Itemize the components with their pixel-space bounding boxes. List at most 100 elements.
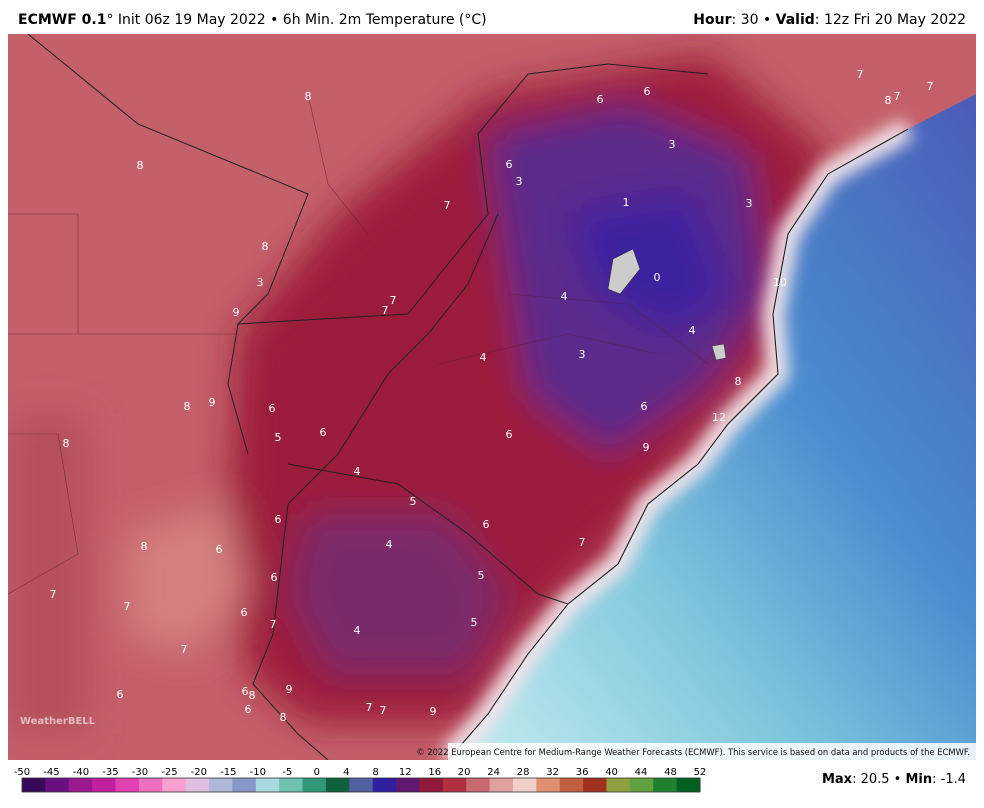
colorbar-tick-label: 44	[635, 767, 648, 778]
coastline	[447, 128, 909, 760]
map-label: 10	[773, 276, 787, 289]
map-label: 5	[471, 616, 478, 629]
admin-lines	[8, 93, 709, 595]
high-terrain	[607, 248, 641, 295]
colorbar-swatch	[279, 778, 304, 792]
colorbar-frame	[21, 777, 701, 793]
map-label: 7	[579, 536, 586, 549]
map-label: 9	[233, 306, 240, 319]
map-label: 4	[354, 624, 361, 637]
colorbar-swatch	[419, 778, 444, 792]
colorbar-swatch	[396, 778, 420, 792]
colorbar-swatch	[68, 778, 93, 792]
colorbar-tick-label: -10	[250, 767, 266, 778]
map-label: 6	[506, 158, 513, 171]
map-label: 8	[305, 90, 312, 103]
min-value: : -1.4	[932, 772, 966, 787]
header-left: ECMWF 0.1° Init 06z 19 May 2022 • 6h Min…	[18, 12, 487, 28]
map-label: 7	[444, 199, 451, 212]
max-value: : 20.5 •	[852, 772, 906, 787]
colorbar-swatch	[138, 778, 163, 792]
footer: -50 -45 -40 -35 -30 -25 -20 -15 -10 -5 0 4 8 12 16 20 24…	[0, 762, 984, 808]
map-label: 4	[354, 465, 361, 478]
colorbar-tick-label: -15	[220, 767, 236, 778]
colorbar-swatch	[22, 778, 46, 792]
logo: WeatherBELL	[20, 716, 96, 727]
header: ECMWF 0.1° Init 06z 19 May 2022 • 6h Min…	[0, 0, 984, 34]
credit-bg	[448, 743, 976, 760]
map-label: 8	[735, 375, 742, 388]
map-label: 9	[286, 683, 293, 696]
map-label: 6	[641, 400, 648, 413]
colorbar-swatch	[629, 778, 654, 792]
colorbar-tick-label: 0	[314, 767, 320, 778]
colorbar-tick-label: -50	[14, 767, 30, 778]
map-label: 4	[480, 351, 487, 364]
map-label: 6	[506, 428, 513, 441]
map-label: 6	[269, 402, 276, 415]
map-label: 7	[390, 294, 397, 307]
colorbar-swatch	[302, 778, 327, 792]
map-label: 6	[242, 685, 249, 698]
map-label: 3	[669, 138, 676, 151]
colorbar-swatch	[466, 778, 491, 792]
colorbar-swatch	[559, 778, 584, 792]
colorbar-swatch	[209, 778, 233, 792]
min-label: Min	[905, 772, 933, 787]
map-label: 12	[712, 411, 726, 424]
map-label: 9	[643, 441, 650, 454]
borders	[27, 34, 709, 760]
map-label: 7	[380, 704, 387, 717]
map-label: 6	[644, 85, 651, 98]
colorbar-tick-label: -35	[102, 767, 118, 778]
valid-value: : 12z Fri 20 May 2022	[814, 12, 966, 28]
map-label: 3	[746, 197, 753, 210]
colorbar-tick-label: 12	[399, 767, 412, 778]
map-label: 4	[386, 538, 393, 551]
colorbar-swatch	[442, 778, 467, 792]
map-label: 8	[280, 711, 287, 724]
map-label: 6	[597, 93, 604, 106]
map-label: 7	[366, 701, 373, 714]
map-label: 8	[885, 94, 892, 107]
map-label: 1	[623, 196, 630, 209]
colorbar-swatch	[676, 778, 701, 792]
map-label: 8	[184, 400, 191, 413]
map-label: 8	[249, 689, 256, 702]
map-label: 8	[63, 437, 70, 450]
map-label: 3	[516, 175, 523, 188]
colorbar-tick-label: 28	[517, 767, 530, 778]
map-label: 5	[410, 495, 417, 508]
colorbar-tick-label: 20	[458, 767, 471, 778]
high-terrain	[711, 343, 727, 361]
colorbar-swatch	[606, 778, 631, 792]
colorbar-swatch	[325, 778, 350, 792]
hour-label: Hour	[693, 12, 732, 28]
map-label: 7	[124, 600, 131, 613]
colorbar-tick-label: -40	[73, 767, 89, 778]
ocean	[448, 94, 976, 760]
map-label: 8	[137, 159, 144, 172]
credit: © 2022 European Centre for Medium-Range …	[416, 747, 970, 757]
colorbar-tick-label: -20	[191, 767, 207, 778]
map-label: 6	[483, 518, 490, 531]
colorbar-swatch	[349, 778, 374, 792]
colorbar-tick-label: -30	[132, 767, 148, 778]
colorbar-swatch	[92, 778, 117, 792]
colorbar-tick-label: -25	[161, 767, 177, 778]
colorbar-swatch	[232, 778, 257, 792]
colorbar-swatch	[255, 778, 280, 792]
colorbar-swatch	[372, 778, 397, 792]
colorbar-tick-label: -45	[43, 767, 59, 778]
map-label: 8	[141, 540, 148, 553]
map-label: 3	[579, 348, 586, 361]
colorbar-swatch	[45, 778, 70, 792]
colorbar-swatch	[115, 778, 140, 792]
colorbar-swatch	[583, 778, 607, 792]
map-label: 8	[262, 240, 269, 253]
colorbar-swatch	[185, 778, 210, 792]
colorbar-tick-label: 8	[373, 767, 379, 778]
